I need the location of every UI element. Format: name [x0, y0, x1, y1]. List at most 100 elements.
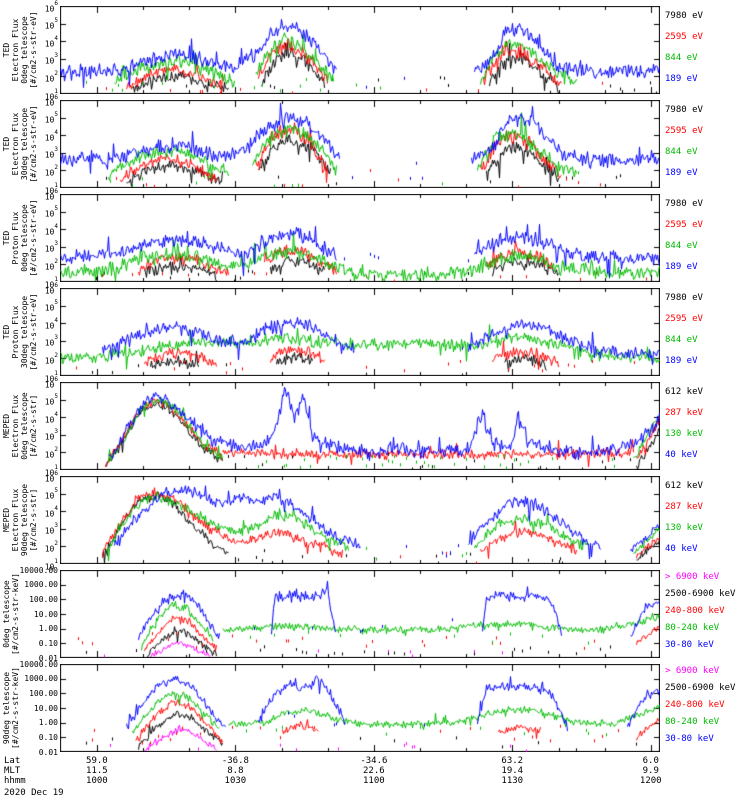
y-tick-label: 104	[44, 222, 58, 237]
panel-plot-canvas	[60, 382, 660, 470]
legend-entry: 189 eV	[665, 168, 698, 178]
y-tick-label: 105	[44, 205, 58, 219]
panel-plot-canvas	[60, 288, 660, 376]
legend-entry: 189 eV	[665, 74, 698, 84]
y-tick-label: 101	[44, 181, 58, 196]
legend-entry: 2500-6900 keV	[665, 683, 736, 693]
axis-row-label-lat: Lat	[4, 756, 21, 766]
y-tick-label: 101	[44, 369, 58, 384]
axis-tick-value: 9.9	[642, 766, 659, 776]
legend-entry: 844 eV	[665, 53, 698, 63]
y-tick-label: 103	[44, 334, 58, 348]
legend-entry: 612 keV	[665, 387, 703, 397]
legend-entry: 2595 eV	[665, 314, 703, 324]
axis-row-label-mlt: MLT	[4, 766, 21, 776]
y-tick-label: 102	[44, 163, 58, 178]
y-tick-label: 102	[44, 257, 58, 272]
legend-entry: 7980 eV	[665, 293, 703, 303]
axis-tick-value: 22.6	[363, 766, 385, 776]
legend-entry: 30-80 keV	[665, 734, 714, 744]
axis-tick-value: 8.8	[227, 766, 244, 776]
legend-entry: > 6900 keV	[665, 572, 720, 582]
legend-entry: 189 eV	[665, 356, 698, 366]
y-tick-label: 105	[44, 111, 58, 125]
legend-entry: 844 eV	[665, 335, 698, 345]
y-tick-label: 104	[44, 504, 58, 519]
y-tick-label: 104	[44, 316, 58, 331]
legend-entry: 40 keV	[665, 450, 698, 460]
legend-entry: 80-240 keV	[665, 623, 720, 633]
y-tick-label: 106	[44, 0, 58, 14]
y-tick-label: 103	[44, 146, 58, 160]
y-tick-label: 100.00	[29, 688, 58, 698]
panel-plot-canvas	[60, 476, 660, 564]
axis-tick-value: 1030	[224, 776, 247, 786]
axis-tick-value: 1130	[501, 776, 524, 786]
y-tick-label: 103	[44, 428, 58, 442]
legend-entry: 2595 eV	[665, 32, 703, 42]
y-tick-label: 106	[44, 281, 58, 296]
y-tick-label: 104	[44, 128, 58, 143]
legend-entry: 240-800 keV	[665, 606, 725, 616]
legend-entry: 287 keV	[665, 502, 703, 512]
y-tick-label: 1.00	[38, 718, 58, 728]
y-tick-label: 10.00	[33, 703, 58, 713]
y-tick-label: 103	[44, 522, 58, 536]
y-tick-label: 1000.00	[24, 580, 58, 590]
legend-entry: 2595 eV	[665, 220, 703, 230]
y-tick-label: 102	[44, 539, 58, 554]
panel-plot-canvas	[60, 6, 660, 94]
y-tick-label: 105	[44, 487, 58, 501]
legend-entry: 240-800 keV	[665, 700, 725, 710]
y-tick-label: 10.00	[33, 609, 58, 619]
y-tick-label: 0.10	[38, 732, 58, 742]
axis-tick-value: 59.0	[86, 756, 108, 766]
y-tick-label: 0.10	[38, 638, 58, 648]
y-tick-label: 104	[44, 410, 58, 425]
y-tick-label: 102	[44, 351, 58, 366]
legend-entry: 30-80 keV	[665, 640, 714, 650]
y-tick-label: 106	[44, 375, 58, 390]
axis-tick-value: 19.4	[501, 766, 524, 776]
panel-plot-canvas	[60, 100, 660, 188]
legend-entry: 2500-6900 keV	[665, 589, 736, 599]
legend-entry: 7980 eV	[665, 11, 703, 21]
y-tick-label: 101	[44, 557, 58, 572]
axis-tick-value: 1000	[86, 776, 108, 786]
y-tick-label: 100.00	[29, 594, 58, 604]
panel-plot-canvas	[60, 664, 660, 752]
axis-row-label-hhmm: hhmm	[4, 776, 26, 786]
legend-entry: > 6900 keV	[665, 666, 720, 676]
date-label: 2020 Dec 19	[4, 788, 64, 798]
y-tick-label: 101	[44, 463, 58, 478]
y-tick-label: 106	[44, 93, 58, 108]
panel-plot-canvas	[60, 570, 660, 658]
y-tick-label: 106	[44, 469, 58, 484]
y-tick-label: 102	[44, 69, 58, 84]
legend-entry: 2595 eV	[665, 126, 703, 136]
y-tick-label: 105	[44, 299, 58, 313]
y-tick-label: 10000.00	[19, 659, 58, 669]
axis-tick-value: -34.6	[360, 756, 388, 766]
y-tick-label: 105	[44, 393, 58, 407]
legend-entry: 130 keV	[665, 429, 703, 439]
y-tick-label: 101	[44, 87, 58, 102]
y-tick-label: 105	[44, 17, 58, 31]
legend-entry: 844 eV	[665, 147, 698, 157]
axis-tick-value: 11.5	[86, 766, 108, 776]
axis-tick-value: 63.2	[501, 756, 524, 766]
y-tick-label: 0.01	[38, 653, 58, 663]
y-tick-label: 1.00	[38, 624, 58, 634]
axis-tick-value: 1200	[639, 776, 662, 786]
legend-entry: 612 keV	[665, 481, 703, 491]
legend-entry: 40 keV	[665, 544, 698, 554]
y-tick-label: 104	[44, 34, 58, 49]
y-tick-label: 103	[44, 240, 58, 254]
axis-tick-value: -36.8	[221, 756, 249, 766]
legend-entry: 80-240 keV	[665, 717, 720, 727]
y-tick-label: 103	[44, 52, 58, 66]
axis-tick-value: 1100	[363, 776, 385, 786]
y-tick-label: 101	[44, 275, 58, 290]
y-tick-label: 10000.00	[19, 565, 58, 575]
